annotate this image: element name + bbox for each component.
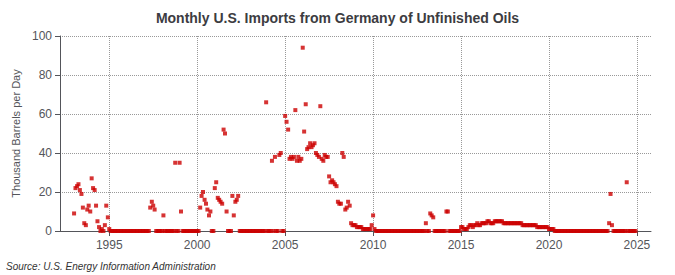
svg-text:20: 20	[39, 185, 53, 199]
svg-text:2020: 2020	[536, 238, 563, 252]
svg-text:60: 60	[39, 107, 53, 121]
svg-text:Source: U.S. Energy Informatio: Source: U.S. Energy Information Administ…	[6, 261, 216, 272]
svg-text:2025: 2025	[624, 238, 651, 252]
svg-text:2015: 2015	[448, 238, 475, 252]
svg-text:Monthly U.S. Imports from Germ: Monthly U.S. Imports from Germany of Unf…	[156, 10, 519, 26]
svg-text:80: 80	[39, 68, 53, 82]
svg-text:0: 0	[45, 224, 52, 238]
svg-text:40: 40	[39, 146, 53, 160]
svg-text:Thousand Barrels per Day: Thousand Barrels per Day	[10, 69, 22, 198]
svg-text:1995: 1995	[96, 238, 123, 252]
svg-text:100: 100	[32, 29, 52, 43]
svg-text:2005: 2005	[272, 238, 299, 252]
svg-text:2010: 2010	[360, 238, 387, 252]
svg-text:2000: 2000	[184, 238, 211, 252]
